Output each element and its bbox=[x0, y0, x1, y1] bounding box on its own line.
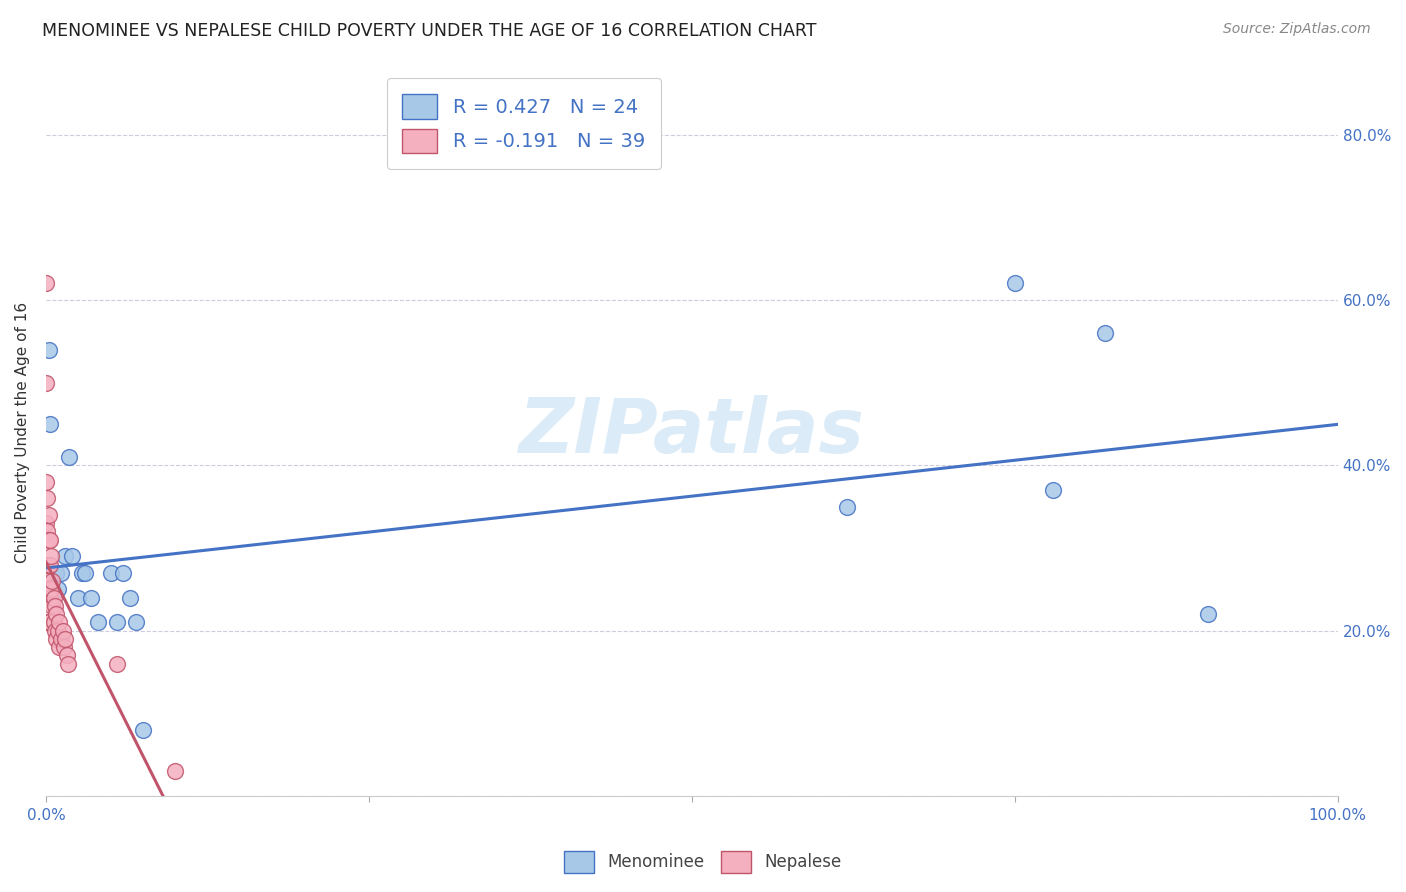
Point bbox=[45, 607, 67, 621]
Point bbox=[51, 566, 73, 580]
Point bbox=[37, 558, 59, 572]
Text: ZIPatlas: ZIPatlas bbox=[519, 395, 865, 469]
Point bbox=[165, 764, 187, 779]
Point bbox=[35, 277, 58, 291]
Point bbox=[41, 599, 63, 613]
Point bbox=[60, 549, 83, 564]
Point bbox=[1004, 277, 1026, 291]
Text: Source: ZipAtlas.com: Source: ZipAtlas.com bbox=[1223, 22, 1371, 37]
Point bbox=[38, 558, 60, 572]
Point bbox=[118, 591, 141, 605]
Point bbox=[38, 508, 60, 522]
Point bbox=[38, 582, 60, 597]
Point bbox=[73, 566, 96, 580]
Point bbox=[38, 417, 60, 431]
Point bbox=[86, 615, 108, 630]
Point bbox=[55, 648, 77, 663]
Point bbox=[41, 574, 63, 588]
Legend: R = 0.427   N = 24, R = -0.191   N = 39: R = 0.427 N = 24, R = -0.191 N = 39 bbox=[387, 78, 661, 169]
Point bbox=[46, 582, 69, 597]
Point bbox=[67, 591, 90, 605]
Point bbox=[48, 615, 70, 630]
Point bbox=[38, 343, 60, 357]
Point bbox=[105, 615, 128, 630]
Point bbox=[35, 475, 58, 489]
Point bbox=[35, 516, 58, 531]
Point bbox=[1042, 483, 1064, 497]
Point bbox=[58, 450, 80, 464]
Point bbox=[37, 524, 59, 539]
Legend: Menominee, Nepalese: Menominee, Nepalese bbox=[558, 845, 848, 880]
Point bbox=[100, 566, 122, 580]
Point bbox=[132, 723, 155, 737]
Point bbox=[53, 549, 76, 564]
Point bbox=[51, 632, 73, 646]
Point bbox=[70, 566, 93, 580]
Point bbox=[53, 632, 76, 646]
Point bbox=[1198, 607, 1220, 621]
Text: MENOMINEE VS NEPALESE CHILD POVERTY UNDER THE AGE OF 16 CORRELATION CHART: MENOMINEE VS NEPALESE CHILD POVERTY UNDE… bbox=[42, 22, 817, 40]
Point bbox=[37, 582, 59, 597]
Point bbox=[44, 624, 66, 638]
Point bbox=[38, 615, 60, 630]
Point bbox=[38, 591, 60, 605]
Point bbox=[1094, 326, 1116, 340]
Point bbox=[39, 549, 62, 564]
Point bbox=[46, 624, 69, 638]
Point bbox=[42, 591, 65, 605]
Point bbox=[35, 376, 58, 390]
Point bbox=[38, 558, 60, 572]
Point bbox=[80, 591, 103, 605]
Point bbox=[39, 582, 62, 597]
Y-axis label: Child Poverty Under the Age of 16: Child Poverty Under the Age of 16 bbox=[15, 301, 30, 563]
Point bbox=[835, 500, 858, 514]
Point bbox=[45, 566, 67, 580]
Point bbox=[38, 533, 60, 547]
Point bbox=[125, 615, 148, 630]
Point bbox=[44, 599, 66, 613]
Point bbox=[37, 491, 59, 506]
Point bbox=[56, 657, 79, 671]
Point bbox=[42, 615, 65, 630]
Point bbox=[52, 624, 75, 638]
Point bbox=[35, 615, 58, 630]
Point bbox=[48, 640, 70, 655]
Point bbox=[45, 632, 67, 646]
Point bbox=[112, 566, 135, 580]
Point bbox=[105, 657, 128, 671]
Point bbox=[38, 533, 60, 547]
Point bbox=[53, 640, 76, 655]
Point bbox=[35, 566, 58, 580]
